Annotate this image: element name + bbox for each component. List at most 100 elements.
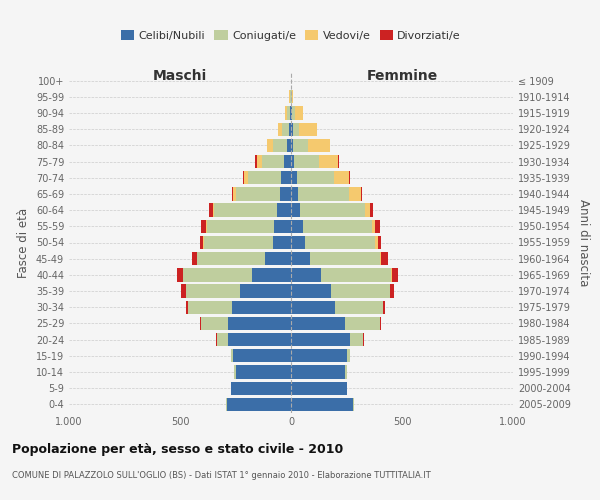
- Bar: [228, 333, 291, 346]
- Text: Popolazione per età, sesso e stato civile - 2010: Popolazione per età, sesso e stato civil…: [12, 442, 343, 456]
- Bar: [291, 268, 321, 281]
- Bar: [295, 106, 303, 120]
- Bar: [308, 138, 330, 152]
- Bar: [338, 155, 339, 168]
- Text: Maschi: Maschi: [153, 70, 207, 84]
- Bar: [206, 220, 274, 233]
- Bar: [215, 333, 217, 346]
- Y-axis label: Fasce di età: Fasce di età: [17, 208, 30, 278]
- Bar: [331, 284, 390, 298]
- Bar: [319, 155, 338, 168]
- Bar: [243, 171, 244, 184]
- Bar: [293, 122, 299, 136]
- Bar: [291, 188, 298, 200]
- Bar: [200, 236, 203, 249]
- Bar: [291, 236, 305, 249]
- Bar: [377, 236, 381, 249]
- Bar: [188, 300, 232, 314]
- Bar: [298, 188, 349, 200]
- Bar: [291, 349, 347, 362]
- Bar: [265, 252, 291, 266]
- Bar: [291, 106, 292, 120]
- Bar: [295, 155, 319, 168]
- Bar: [303, 220, 372, 233]
- Bar: [293, 138, 308, 152]
- Bar: [392, 268, 398, 281]
- Bar: [209, 204, 214, 217]
- Bar: [292, 90, 293, 104]
- Bar: [185, 300, 188, 314]
- Bar: [235, 188, 280, 200]
- Y-axis label: Anni di nascita: Anni di nascita: [577, 199, 590, 286]
- Bar: [380, 252, 381, 266]
- Bar: [291, 382, 347, 395]
- Bar: [228, 317, 291, 330]
- Bar: [232, 300, 291, 314]
- Bar: [291, 138, 293, 152]
- Bar: [248, 171, 281, 184]
- Bar: [282, 122, 289, 136]
- Bar: [291, 300, 335, 314]
- Bar: [274, 220, 291, 233]
- Text: COMUNE DI PALAZZOLO SULL'OGLIO (BS) - Dati ISTAT 1° gennaio 2010 - Elaborazione : COMUNE DI PALAZZOLO SULL'OGLIO (BS) - Da…: [12, 471, 431, 480]
- Bar: [305, 236, 376, 249]
- Bar: [346, 366, 347, 378]
- Bar: [292, 106, 295, 120]
- Bar: [291, 252, 310, 266]
- Bar: [291, 317, 346, 330]
- Bar: [291, 122, 293, 136]
- Bar: [291, 398, 353, 411]
- Bar: [390, 284, 394, 298]
- Bar: [321, 268, 391, 281]
- Bar: [231, 349, 233, 362]
- Bar: [266, 138, 273, 152]
- Bar: [291, 171, 296, 184]
- Bar: [291, 220, 303, 233]
- Bar: [273, 236, 291, 249]
- Bar: [233, 188, 235, 200]
- Bar: [201, 317, 228, 330]
- Bar: [226, 398, 227, 411]
- Legend: Celibi/Nubili, Coniugati/e, Vedovi/e, Divorziati/e: Celibi/Nubili, Coniugati/e, Vedovi/e, Di…: [118, 27, 464, 44]
- Bar: [205, 236, 273, 249]
- Bar: [197, 252, 265, 266]
- Bar: [277, 204, 291, 217]
- Bar: [296, 171, 334, 184]
- Bar: [280, 188, 291, 200]
- Bar: [181, 284, 185, 298]
- Bar: [244, 171, 248, 184]
- Bar: [361, 188, 362, 200]
- Bar: [235, 366, 291, 378]
- Bar: [176, 268, 184, 281]
- Bar: [227, 398, 291, 411]
- Bar: [291, 155, 295, 168]
- Bar: [233, 349, 291, 362]
- Bar: [273, 138, 287, 152]
- Bar: [381, 252, 388, 266]
- Bar: [200, 317, 201, 330]
- Bar: [347, 349, 350, 362]
- Bar: [372, 220, 376, 233]
- Bar: [350, 333, 363, 346]
- Bar: [203, 236, 205, 249]
- Bar: [240, 284, 291, 298]
- Bar: [380, 317, 381, 330]
- Bar: [334, 171, 349, 184]
- Bar: [217, 333, 228, 346]
- Bar: [291, 204, 300, 217]
- Bar: [252, 268, 291, 281]
- Bar: [287, 138, 291, 152]
- Bar: [231, 382, 291, 395]
- Bar: [262, 155, 284, 168]
- Bar: [370, 204, 373, 217]
- Bar: [214, 204, 277, 217]
- Bar: [310, 252, 380, 266]
- Bar: [257, 155, 262, 168]
- Bar: [391, 268, 392, 281]
- Bar: [335, 300, 383, 314]
- Bar: [232, 188, 233, 200]
- Bar: [291, 333, 350, 346]
- Bar: [290, 106, 291, 120]
- Bar: [349, 188, 361, 200]
- Bar: [201, 220, 206, 233]
